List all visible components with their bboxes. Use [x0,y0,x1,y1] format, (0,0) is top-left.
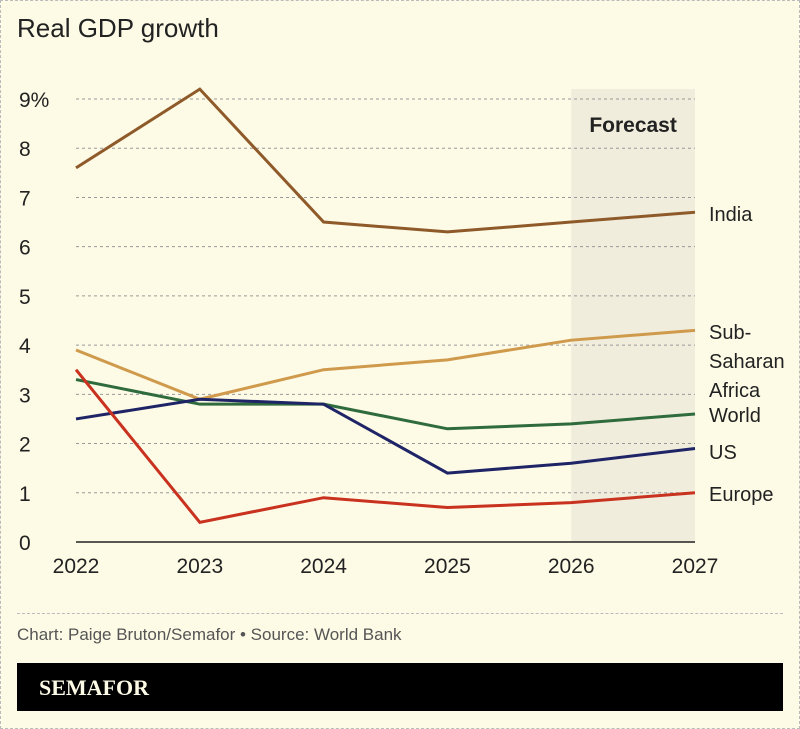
series-label: Sub- [709,322,751,344]
y-tick-label: 9% [19,89,49,112]
y-tick-label: 4 [19,335,31,358]
chart-title: Real GDP growth [17,13,219,43]
y-tick-label: 6 [19,237,31,260]
series-line-europe [74,368,696,524]
line-chart: Forecast 0 1 2 3 4 5 6 7 8 9% 2022 2023 2024 2025 2026 2… [19,87,785,578]
x-tick-label: 2022 [53,555,100,578]
series-label: Saharan [709,351,785,373]
series-label: India [709,204,753,226]
y-tick-label: 3 [19,384,31,407]
semafor-logo: SEMAFOR [39,675,149,700]
series-label: US [709,442,737,464]
x-tick-label: 2024 [300,555,347,578]
y-tick-label: 0 [19,532,31,555]
series-label: Africa [709,380,761,402]
series-line-us [75,397,696,475]
x-tick-label: 2027 [672,555,719,578]
y-tick-label: 5 [19,286,31,309]
series-label: World [709,405,761,427]
y-tick-label: 2 [19,434,31,457]
y-tick-label: 1 [19,483,31,506]
forecast-region [571,89,695,542]
brand-bar: SEMAFOR [17,663,783,711]
x-tick-label: 2023 [176,555,223,578]
y-tick-label: 8 [19,138,31,161]
y-tick-label: 7 [19,187,31,210]
series-label: Europe [709,484,774,506]
credit-line: Chart: Paige Bruton/Semafor • Source: Wo… [17,625,402,644]
divider [17,613,783,614]
series-line-world [75,378,696,431]
x-tick-label: 2025 [424,555,471,578]
series-line-sub-saharan-africa [75,328,696,401]
series-line-india [75,87,696,234]
forecast-label: Forecast [589,114,677,137]
x-tick-label: 2026 [548,555,595,578]
